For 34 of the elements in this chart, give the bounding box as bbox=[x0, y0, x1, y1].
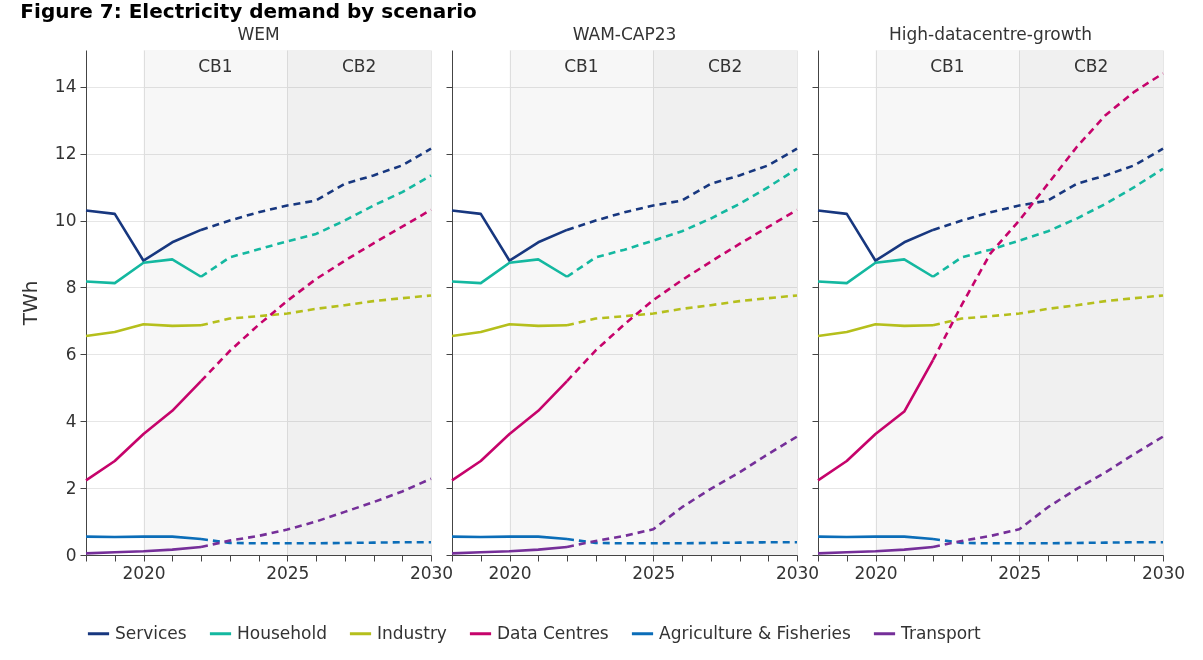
y-tick-label: 2 bbox=[65, 477, 77, 498]
x-tick-label: 2030 bbox=[775, 562, 820, 583]
legend-label: Services bbox=[115, 622, 187, 643]
y-axis-title: TWh bbox=[17, 280, 42, 327]
y-tick-label: 4 bbox=[65, 410, 77, 431]
x-tick-label: 2025 bbox=[632, 562, 676, 583]
y-tick-label: 12 bbox=[54, 143, 77, 164]
band-label: CB2 bbox=[1073, 56, 1109, 76]
y-tick-label: 0 bbox=[65, 544, 77, 565]
band-label: CB1 bbox=[930, 56, 965, 76]
x-tick-label: 2020 bbox=[488, 562, 532, 583]
chart-subtitle: High-datacentre-growth bbox=[888, 24, 1093, 44]
y-tick-label: 8 bbox=[65, 276, 77, 297]
band-label: CB1 bbox=[198, 56, 233, 76]
band-label: CB2 bbox=[707, 56, 743, 76]
y-tick-label: 14 bbox=[54, 76, 77, 97]
y-tick-label: 6 bbox=[65, 343, 77, 364]
x-tick-label: 2030 bbox=[409, 562, 454, 583]
x-tick-label: 2025 bbox=[998, 562, 1042, 583]
chart-subtitle: WEM bbox=[237, 24, 280, 44]
x-tick-label: 2020 bbox=[122, 562, 166, 583]
legend-label: Household bbox=[237, 622, 327, 643]
x-tick-label: 2030 bbox=[1141, 562, 1186, 583]
legend-label: Transport bbox=[900, 622, 982, 643]
band-label: CB1 bbox=[564, 56, 599, 76]
chart-subtitle: WAM-CAP23 bbox=[572, 24, 677, 44]
legend-label: Agriculture & Fisheries bbox=[659, 622, 852, 643]
x-tick-label: 2025 bbox=[266, 562, 310, 583]
band-label: CB2 bbox=[341, 56, 377, 76]
chart-title: Figure 7: Electricity demand by scenario bbox=[20, 0, 477, 23]
x-tick-label: 2020 bbox=[854, 562, 898, 583]
legend-label: Data Centres bbox=[497, 622, 609, 643]
y-tick-label: 10 bbox=[54, 210, 77, 231]
legend-label: Industry bbox=[377, 622, 447, 643]
